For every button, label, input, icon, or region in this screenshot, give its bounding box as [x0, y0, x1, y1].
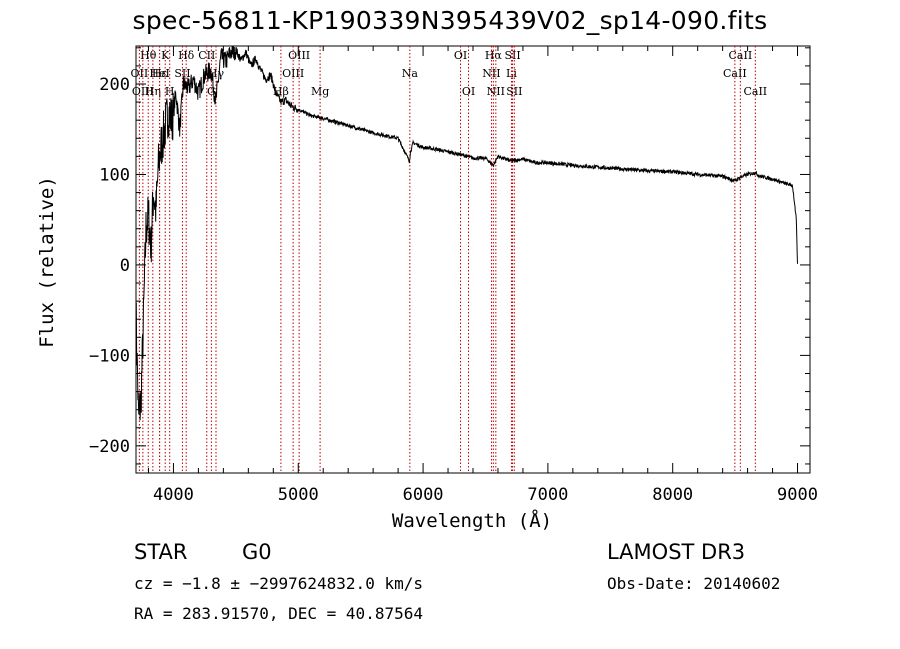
- plot-frame: [135, 45, 811, 474]
- line-label-11: CII: [198, 49, 215, 62]
- line-label-16: Mg: [311, 85, 329, 98]
- line-label-0: Hθ: [140, 49, 157, 62]
- line-label-15: OIII: [288, 49, 310, 62]
- line-label-2: OIII: [132, 85, 154, 98]
- line-label-6: HeI: [149, 67, 169, 80]
- line-label-17: Na: [402, 67, 419, 80]
- line-label-1: OII: [131, 67, 149, 80]
- line-label-19: OI: [462, 85, 475, 98]
- y-tick-label-4: 200: [99, 75, 130, 95]
- y-tick-label-3: 100: [99, 165, 130, 185]
- line-label-28: CaII: [743, 85, 767, 98]
- coordinates-text: RA = 283.91570, DEC = 40.87564: [134, 604, 423, 623]
- x-tick-label-5: 9000: [777, 485, 818, 505]
- observation-date: Obs-Date: 20140602: [607, 574, 781, 593]
- survey-name: LAMOST DR3: [607, 540, 746, 564]
- redshift-text: cz = −1.8 ± −2997624832.0 km/s: [134, 574, 423, 593]
- line-label-7: H: [165, 85, 175, 98]
- line-label-18: OI: [454, 49, 467, 62]
- x-tick-label-1: 5000: [278, 485, 319, 505]
- y-axis-label: Flux (relative): [36, 176, 58, 348]
- line-label-21: NII: [482, 67, 500, 80]
- spectrum-series: [135, 45, 798, 421]
- line-label-14: OIII: [282, 67, 304, 80]
- y-tick-label-2: 0: [120, 256, 130, 276]
- line-label-3: Hη: [145, 85, 161, 98]
- object-subclass: G0: [242, 540, 272, 564]
- line-label-26: CaII: [729, 49, 753, 62]
- line-label-23: SII: [504, 49, 520, 62]
- x-axis-label: Wavelength (Å): [391, 510, 553, 532]
- y-tick-label-0: −200: [89, 437, 130, 457]
- line-label-10: G: [207, 85, 216, 98]
- line-label-8: SII: [174, 67, 190, 80]
- x-tick-label-2: 6000: [403, 485, 444, 505]
- line-label-5: Hε: [152, 67, 168, 80]
- x-tick-label-3: 7000: [527, 485, 568, 505]
- line-label-4: K: [161, 49, 170, 62]
- line-label-22: NII: [487, 85, 505, 98]
- line-label-24: Li: [506, 67, 517, 80]
- line-label-20: Hα: [485, 49, 503, 62]
- y-tick-label-1: −100: [89, 346, 130, 366]
- line-label-27: CaII: [723, 67, 747, 80]
- line-label-25: SII: [506, 85, 522, 98]
- line-label-9: Hδ: [178, 49, 195, 62]
- object-class: STAR: [134, 540, 188, 564]
- chart-title: spec-56811-KP190339N395439V02_sp14-090.f…: [132, 6, 768, 35]
- x-tick-label-4: 8000: [652, 485, 693, 505]
- x-tick-label-0: 4000: [153, 485, 194, 505]
